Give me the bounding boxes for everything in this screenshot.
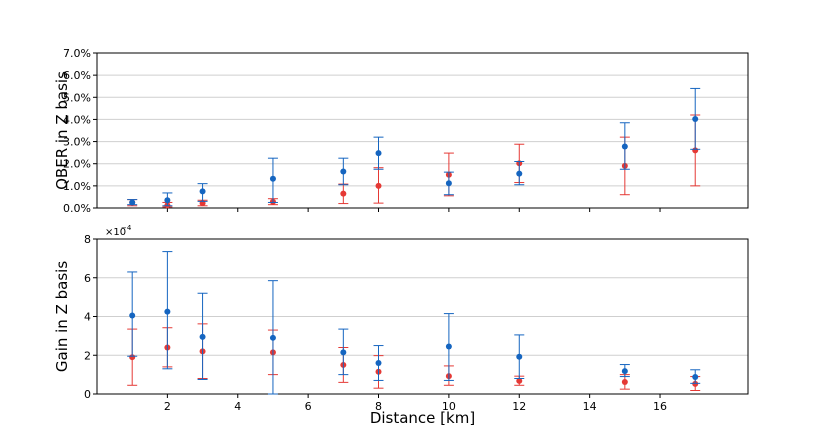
x-tick-label: 10 — [442, 400, 456, 413]
data-point — [164, 308, 171, 315]
y-axis-label: Gain in Z basis — [53, 261, 71, 372]
series-1 — [127, 251, 701, 395]
series-2 — [127, 323, 701, 392]
y-tick-label: 4 — [84, 311, 91, 324]
y-tick-label: 0 — [84, 388, 91, 401]
data-point — [129, 354, 136, 361]
data-point — [621, 378, 628, 385]
data-point — [375, 150, 382, 157]
x-tick-label: 2 — [164, 400, 171, 413]
y-tick-label: 4.0% — [63, 113, 91, 126]
chart-panel-2: 0 2 4 6 8 2 4 6 8 10 12 14 16 Gain in Z basis Distance… — [53, 224, 749, 427]
data-point — [445, 180, 452, 187]
y-axis-label: QBER in Z basis — [53, 71, 71, 190]
x-tick-label: 16 — [653, 400, 667, 413]
data-point — [621, 368, 628, 375]
data-point — [375, 182, 382, 189]
x-tick-label: 12 — [512, 400, 526, 413]
data-point — [340, 190, 347, 197]
y-tick-label: 7.0% — [63, 47, 91, 60]
data-point — [340, 168, 347, 175]
data-point — [269, 334, 276, 341]
y-tick-label: 5.0% — [63, 91, 91, 104]
data-point — [516, 377, 523, 384]
x-axis-label: Distance [km] — [370, 409, 475, 427]
plot-frame — [96, 52, 749, 209]
data-point — [199, 188, 206, 195]
y-tick-label: 1.0% — [63, 180, 91, 193]
data-point — [692, 373, 699, 380]
data-point — [692, 380, 699, 387]
y-tick-label: 2 — [84, 349, 91, 362]
y-tick-label: 6.0% — [63, 69, 91, 82]
x-tick-label: 14 — [583, 400, 597, 413]
x-tick-label: 6 — [305, 400, 312, 413]
x-tick-label: 4 — [234, 400, 241, 413]
data-point — [621, 143, 628, 150]
scale-multiplier-exponent: −4 — [121, 224, 132, 232]
series-1 — [127, 87, 701, 207]
data-point — [692, 115, 699, 122]
data-point — [164, 197, 171, 204]
data-point — [129, 312, 136, 319]
scale-multiplier: ×10−4 — [105, 224, 132, 238]
data-point — [199, 333, 206, 340]
data-point — [445, 343, 452, 350]
y-tick-label: 2.0% — [63, 158, 91, 171]
y-tick-label: 8 — [84, 233, 91, 246]
plot-frame — [96, 238, 749, 395]
data-point — [516, 353, 523, 360]
y-tick-label: 6 — [84, 272, 91, 285]
x-tick-label: 8 — [375, 400, 382, 413]
data-point — [340, 349, 347, 356]
y-tick-label: 0.0% — [63, 202, 91, 215]
data-point — [375, 360, 382, 366]
data-point — [129, 199, 136, 206]
y-tick-label: 3.0% — [63, 136, 91, 149]
series-2 — [127, 114, 701, 209]
data-point — [269, 175, 276, 182]
data-point — [516, 170, 523, 177]
scale-multiplier-base: ×10 — [105, 227, 126, 238]
chart-panel-1: 0.0% 1.0% 2.0% 3.0% 4.0% 5.0% 6.0% 7.0% QBER in … — [53, 47, 749, 215]
